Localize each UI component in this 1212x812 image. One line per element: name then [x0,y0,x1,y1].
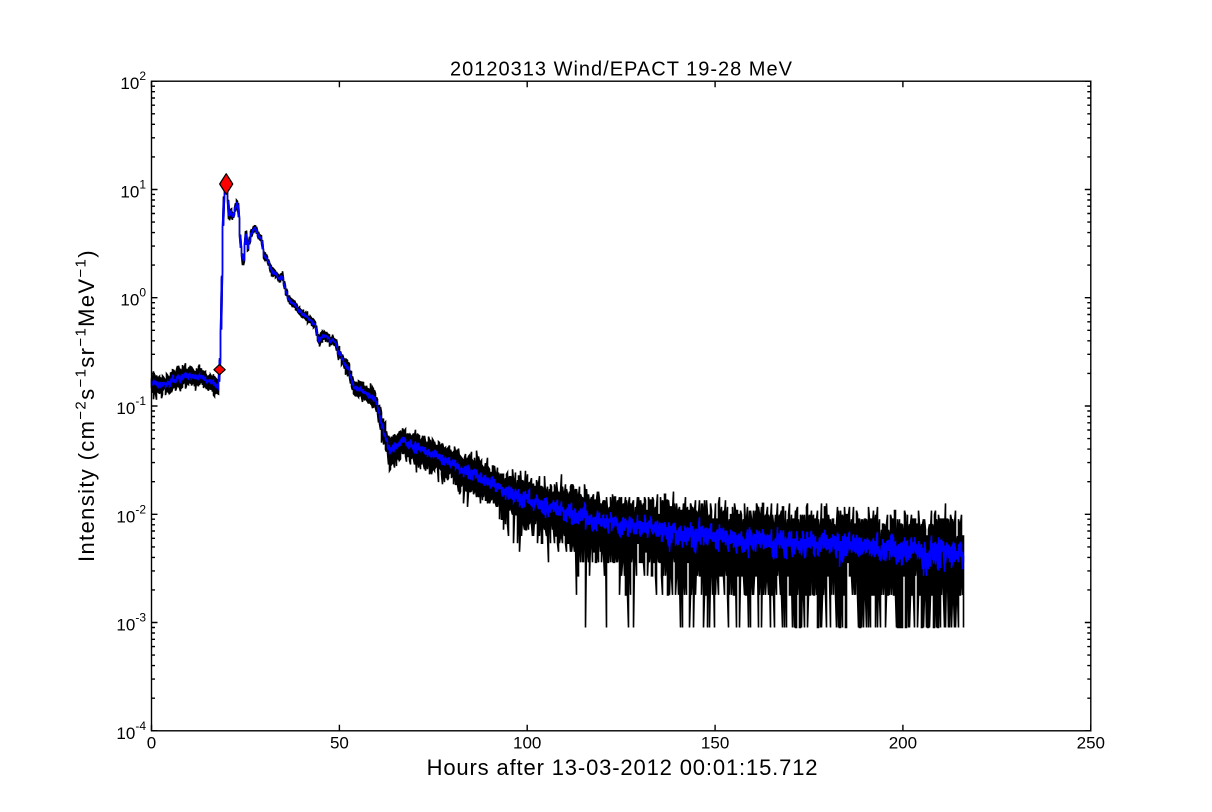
svg-text:250: 250 [1077,734,1105,753]
svg-text:100: 100 [513,734,541,753]
svg-text:0: 0 [147,734,156,753]
svg-text:150: 150 [701,734,729,753]
svg-text:Hours after 13-03-2012 00:01:1: Hours after 13-03-2012 00:01:15.712 [427,755,819,780]
svg-text:20120313 Wind/EPACT 19-28 MeV: 20120313 Wind/EPACT 19-28 MeV [450,58,793,80]
svg-text:50: 50 [330,734,349,753]
svg-text:200: 200 [889,734,917,753]
